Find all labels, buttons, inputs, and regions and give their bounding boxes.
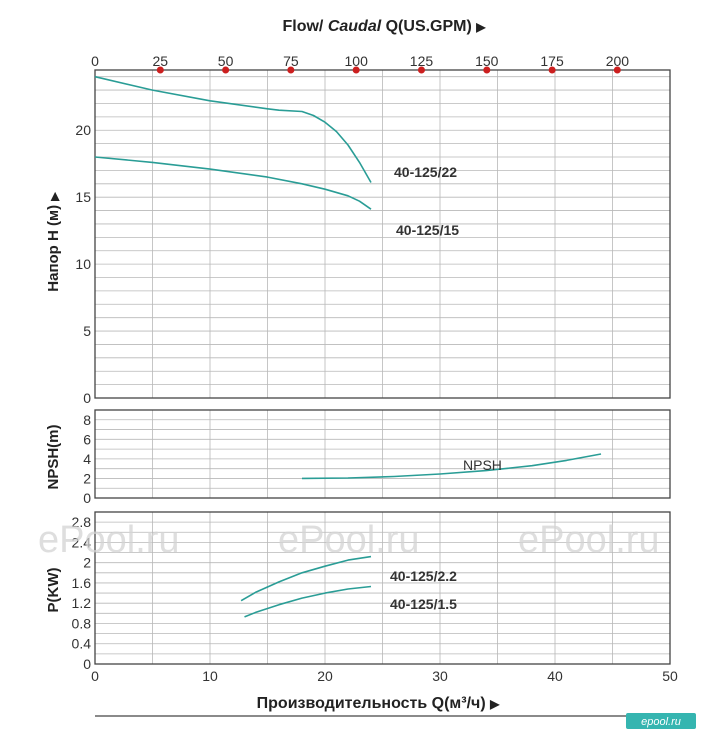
top-title-unit: Q(US.GPM): [386, 18, 472, 35]
panel-frame: [94, 69, 671, 399]
y-tick-label: 0: [83, 656, 91, 672]
top-axis-title: Flow/ Caudal Q(US.GPM) ▶: [282, 18, 486, 35]
y-tick-label: 0: [83, 490, 91, 506]
npsh-panel: 0 2 4 6 8: [83, 409, 671, 506]
top-tick-label: 150: [475, 53, 499, 69]
y-tick-label: 4: [83, 451, 91, 467]
series-label-40-125-1-5: 40-125/1.5: [390, 596, 457, 612]
y-tick-label: 2: [83, 555, 91, 571]
y-tick-label: 1.6: [72, 575, 92, 591]
head-axis-title-arrow: ▶: [49, 192, 61, 202]
gpm-tick-marker: [156, 66, 164, 74]
y-tick-label: 8: [83, 412, 91, 428]
y-tick-label: 10: [75, 256, 91, 272]
y-tick-label: 0.4: [72, 636, 92, 652]
site-logo-text: epool.ru: [641, 716, 681, 728]
series-label-npsh: NPSH: [463, 457, 502, 473]
series-line-40-125-22: [94, 75, 372, 183]
x-tick-label: 50: [662, 668, 678, 684]
head-panel: 0 5 10 15 20: [75, 69, 671, 406]
gpm-tick-marker: [548, 66, 556, 74]
bottom-title-text: Производительность Q(м³/ч): [257, 695, 486, 712]
panel-frame: [94, 511, 671, 665]
y-tick-label: 15: [75, 189, 91, 205]
gpm-tick-marker: [483, 66, 491, 74]
top-tick-label: 25: [153, 53, 169, 69]
top-tick-label: 175: [540, 53, 564, 69]
head-axis-title-text: Напор H (м): [45, 205, 62, 292]
gpm-tick-marker: [613, 66, 621, 74]
top-tick-label: 100: [345, 53, 369, 69]
y-tick-label: 5: [83, 323, 91, 339]
series-line-40-125-15: [94, 156, 372, 210]
watermark-right: ePool.ru: [518, 519, 660, 561]
series-label-40-125-22: 40-125/22: [394, 164, 457, 180]
gpm-tick-marker: [352, 66, 360, 74]
top-tick-label: 0: [91, 53, 99, 69]
gpm-tick-marker: [417, 66, 425, 74]
x-tick-label: 40: [547, 668, 563, 684]
y-tick-label: 0: [83, 390, 91, 406]
series-line-npsh: [301, 453, 602, 480]
y-tick-label: 6: [83, 431, 91, 447]
top-title-caudal: Caudal: [328, 18, 382, 35]
y-tick-label: 2.8: [72, 514, 92, 530]
npsh-axis-title: NPSH(m): [45, 424, 62, 489]
panel-frame: [94, 409, 671, 499]
bottom-axis-title: Производительность Q(м³/ч) ▶: [257, 695, 500, 712]
series-line-40-125-2-2: [240, 555, 372, 602]
series-label-40-125-15: 40-125/15: [396, 222, 459, 238]
x-tick-label: 20: [317, 668, 333, 684]
x-tick-label: 10: [202, 668, 218, 684]
series-label-40-125-2-2: 40-125/2.2: [390, 568, 457, 584]
bottom-title-arrow: ▶: [489, 697, 500, 711]
watermark-left: ePool.ru: [38, 519, 180, 561]
gpm-tick-marker: [287, 66, 295, 74]
power-axis-title: P(KW): [45, 568, 62, 613]
site-logo-badge: [626, 713, 696, 729]
series-line-40-125-1-5: [244, 585, 372, 618]
gpm-tick-marker: [222, 66, 230, 74]
x-tick-label: 0: [91, 668, 99, 684]
top-title-flow: Flow/: [282, 18, 323, 35]
top-tick-label: 125: [410, 53, 434, 69]
power-panel: 0 0.4 0.8 1.2 1.6 2 2.4 2.8 0 10 20 30 40 50: [72, 511, 678, 684]
y-tick-label: 1.2: [72, 595, 92, 611]
y-tick-label: 20: [75, 122, 91, 138]
x-tick-label: 30: [432, 668, 448, 684]
head-axis-title: Напор H (м) ▶: [45, 192, 62, 292]
top-axis-gpm: 0 25 50 75 100 125 150 175 200: [91, 53, 629, 74]
top-title-arrow: ▶: [475, 20, 486, 34]
top-tick-label: 200: [606, 53, 630, 69]
watermark-center: ePool.ru: [278, 519, 420, 561]
top-tick-label: 50: [218, 53, 234, 69]
y-tick-label: 2.4: [72, 534, 92, 550]
y-tick-label: 2: [83, 470, 91, 486]
top-tick-label: 75: [283, 53, 299, 69]
y-tick-label: 0.8: [72, 615, 92, 631]
